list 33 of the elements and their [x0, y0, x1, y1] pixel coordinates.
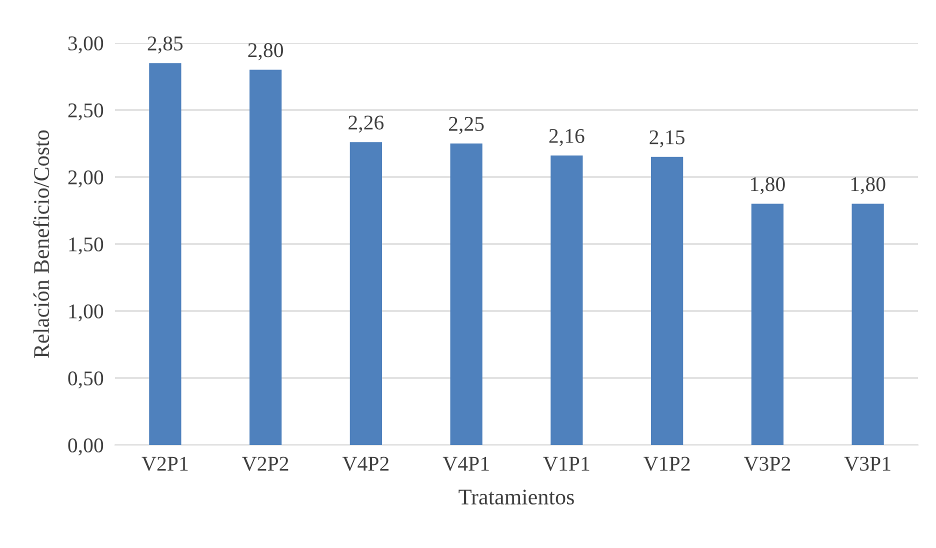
data-label: 2,16 [549, 128, 584, 146]
y-axis-title: Relación Beneficio/Costo [33, 130, 50, 358]
data-label: 2,80 [248, 43, 283, 60]
x-tick-label: V2P1 [142, 456, 188, 471]
y-tick-label: 1,50 [69, 237, 104, 254]
x-tick-label: V1P1 [543, 456, 590, 471]
data-label: 2,15 [650, 130, 684, 148]
bar [450, 144, 482, 445]
y-tick-label: 3,00 [68, 36, 104, 54]
x-tick-label: V4P2 [342, 456, 389, 471]
data-label: 2,26 [348, 116, 384, 133]
y-tick-label: 0,50 [68, 371, 104, 388]
bar [852, 204, 884, 445]
data-label: 1,80 [851, 177, 886, 194]
data-label: 2,85 [148, 36, 183, 54]
bar [651, 156, 684, 445]
x-tick-label: V3P2 [744, 456, 790, 471]
data-label: 1,80 [751, 177, 785, 194]
data-label: 2,25 [449, 116, 484, 134]
x-tick-label: V4P1 [442, 456, 489, 471]
x-tick-label: V3P1 [844, 456, 890, 471]
y-tick-label: 2,50 [68, 103, 104, 120]
bar [350, 142, 382, 445]
x-tick-label: V1P2 [644, 456, 690, 471]
bar [751, 204, 784, 445]
y-tick-label: 0,00 [68, 438, 104, 456]
y-tick-label: 1,00 [69, 304, 104, 322]
bar [250, 70, 282, 445]
bar [149, 63, 182, 445]
x-tick-label: V2P2 [242, 456, 288, 471]
x-axis-title: Tratamientos [458, 490, 574, 505]
y-tick-label: 2,00 [68, 170, 104, 188]
bar [550, 156, 583, 445]
